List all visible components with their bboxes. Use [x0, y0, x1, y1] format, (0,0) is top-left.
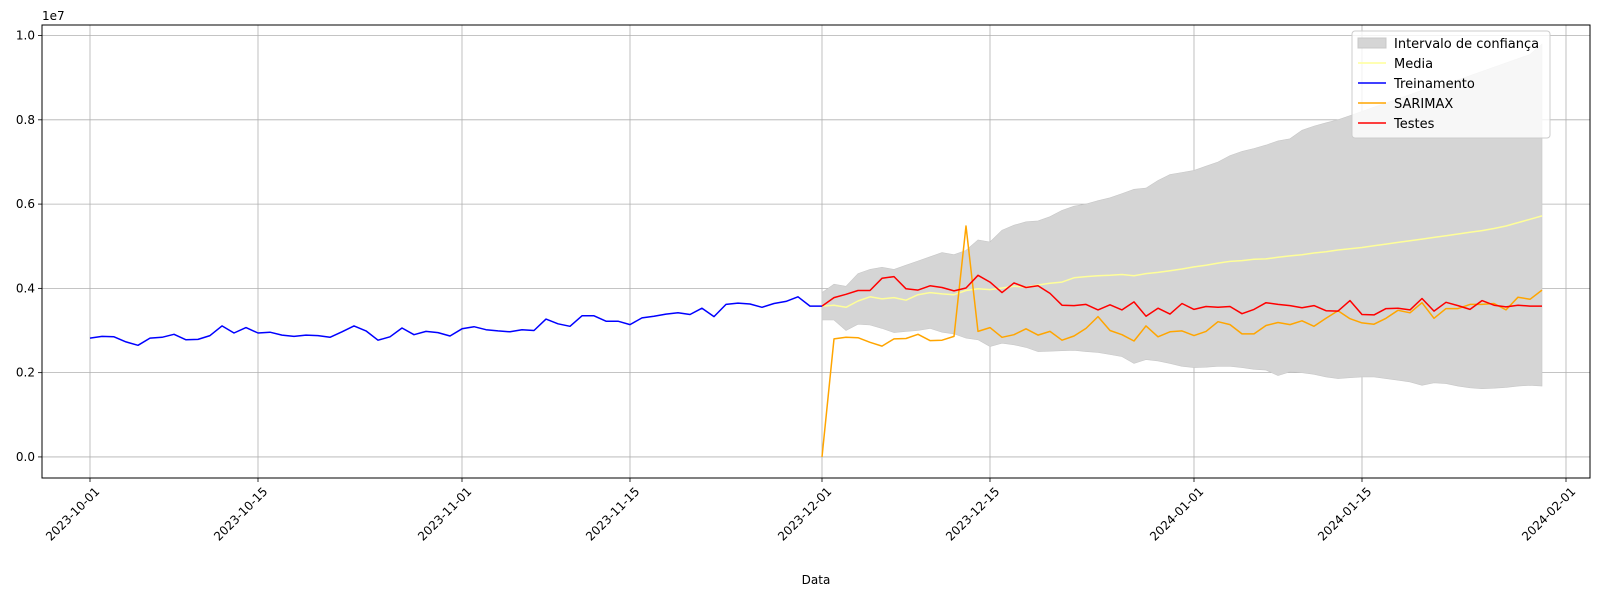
x-tick-label: 2024-02-01 — [1519, 484, 1578, 543]
legend-label-treinamento: Treinamento — [1393, 77, 1475, 92]
legend-label-intervalo-de-confianca: Intervalo de confiança — [1394, 37, 1539, 52]
x-tick-label: 2023-11-15 — [583, 484, 642, 543]
x-axis-label: Data — [802, 573, 831, 587]
y-tick-label: 0.2 — [16, 366, 35, 380]
x-tick-label: 2023-12-15 — [943, 484, 1002, 543]
legend: Intervalo de confiança Media Treinamento SA… — [1351, 30, 1551, 139]
series-line-sarimax — [821, 225, 1543, 457]
plot-frame — [41, 24, 1591, 479]
series-line-treinamento — [89, 296, 822, 347]
legend-box — [1351, 30, 1551, 139]
y-tick-label: 0.8 — [16, 113, 35, 127]
x-tick-label: 2024-01-01 — [1147, 484, 1206, 543]
series-line-testes — [821, 274, 1542, 317]
x-tick-label: 2023-11-01 — [415, 484, 474, 543]
series-line-media — [821, 215, 1543, 309]
x-tick-label: 2024-01-15 — [1315, 484, 1374, 543]
x-axis-ticks: 2023-10-01 2023-10-15 2023-11-01 2023-11-15… — [43, 478, 1578, 544]
y-tick-label: 0.4 — [16, 281, 35, 295]
legend-swatch-intervalo-de-confianca — [1357, 37, 1387, 49]
legend-label-testes: Testes — [1393, 117, 1435, 132]
series-lines — [89, 215, 1543, 457]
x-tick-label: 2023-10-15 — [211, 484, 270, 543]
legend-label-media: Media — [1394, 57, 1433, 72]
x-tick-label: 2023-10-01 — [43, 484, 102, 543]
legend-label-sarimax: SARIMAX — [1394, 97, 1453, 112]
y-scale-exponent: 1e7 — [42, 9, 65, 23]
y-tick-label: 0.6 — [16, 197, 35, 211]
y-axis-ticks: 0.0 0.2 0.4 0.6 0.8 1.0 — [16, 29, 42, 464]
x-tick-label: 2023-12-01 — [775, 484, 834, 543]
y-tick-label: 1.0 — [16, 29, 35, 43]
y-tick-label: 0.0 — [16, 450, 35, 464]
